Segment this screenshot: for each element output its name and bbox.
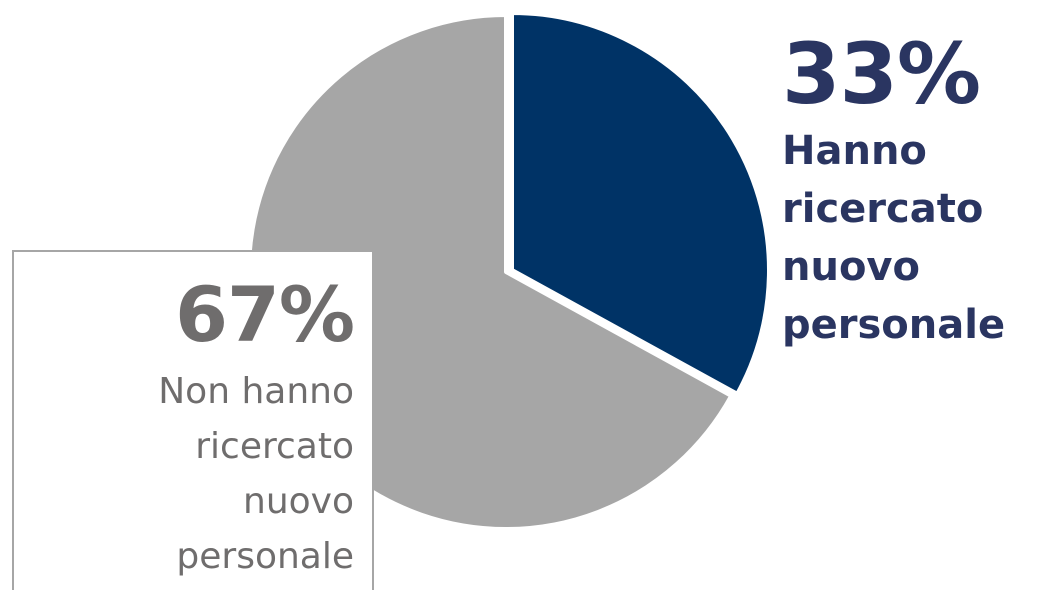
label-box-non-hanno: 67% Non hanno ricercato nuovo personale	[12, 250, 374, 590]
pie-slice-33	[510, 11, 771, 396]
label-hanno: 33% Hanno ricercato nuovo personale	[782, 30, 1044, 354]
percent-label-33: 33%	[782, 25, 981, 123]
slice-label-non-hanno: Non hanno ricercato nuovo personale	[158, 371, 354, 577]
percent-label-67: 67%	[175, 270, 355, 359]
slice-label-hanno: Hanno ricercato nuovo personale	[782, 128, 1006, 348]
label-non-hanno: 67% Non hanno ricercato nuovo personale	[158, 270, 355, 584]
